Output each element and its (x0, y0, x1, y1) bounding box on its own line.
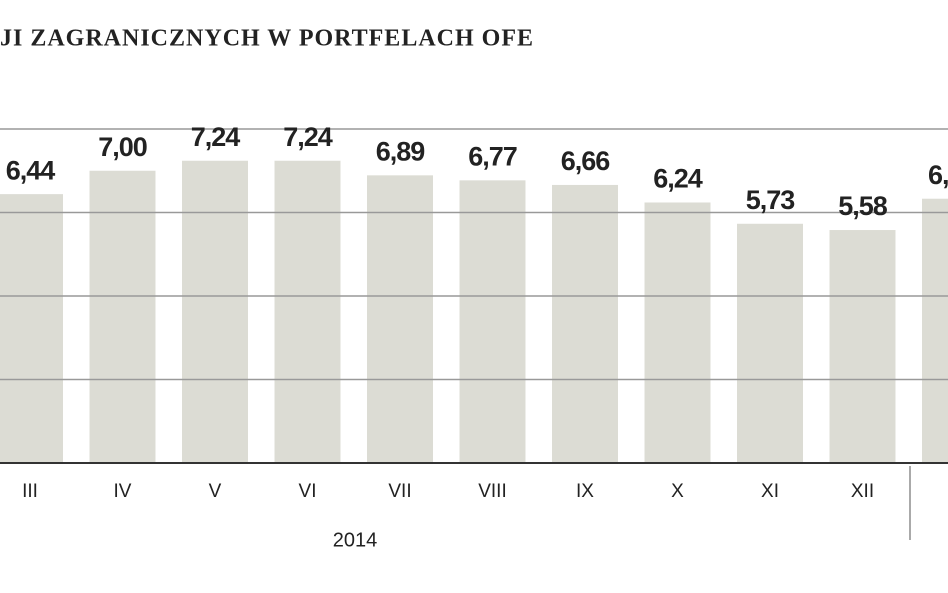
bar (274, 160, 341, 464)
x-tick-label: IX (576, 481, 594, 502)
bar (922, 198, 948, 463)
x-tick-label: VIII (478, 481, 507, 502)
value-label: 5,73 (746, 185, 796, 215)
value-label: 6,44 (6, 155, 56, 185)
bar (737, 223, 803, 463)
bar (367, 175, 433, 463)
chart-title: JI ZAGRANICZNYCH W PORTFELACH OFE (0, 26, 534, 52)
x-tick-label: IV (114, 481, 132, 502)
year-label: 2014 (333, 529, 378, 551)
x-tick-label: X (671, 481, 684, 502)
value-label: 6,66 (561, 146, 611, 176)
value-label: 6,24 (653, 164, 703, 194)
x-tick-label: XII (851, 481, 874, 502)
value-label: 6,89 (376, 136, 426, 166)
bar (89, 170, 156, 463)
value-label: 6, (928, 160, 948, 190)
bar (644, 202, 711, 464)
x-tick-label: V (209, 481, 222, 502)
bar (459, 180, 526, 464)
bar (0, 194, 63, 463)
x-tick-label: XI (761, 481, 779, 502)
value-label: 5,58 (838, 191, 888, 221)
value-label: 7,24 (283, 122, 333, 152)
bar (552, 184, 618, 463)
bar (182, 160, 248, 464)
x-tick-label: VI (299, 481, 317, 502)
value-label: 7,24 (191, 122, 241, 152)
value-label: 7,00 (98, 132, 147, 162)
value-label: 6,77 (468, 141, 517, 171)
x-tick-label: III (22, 481, 38, 502)
x-tick-label: VII (388, 481, 411, 502)
bar (829, 230, 896, 463)
